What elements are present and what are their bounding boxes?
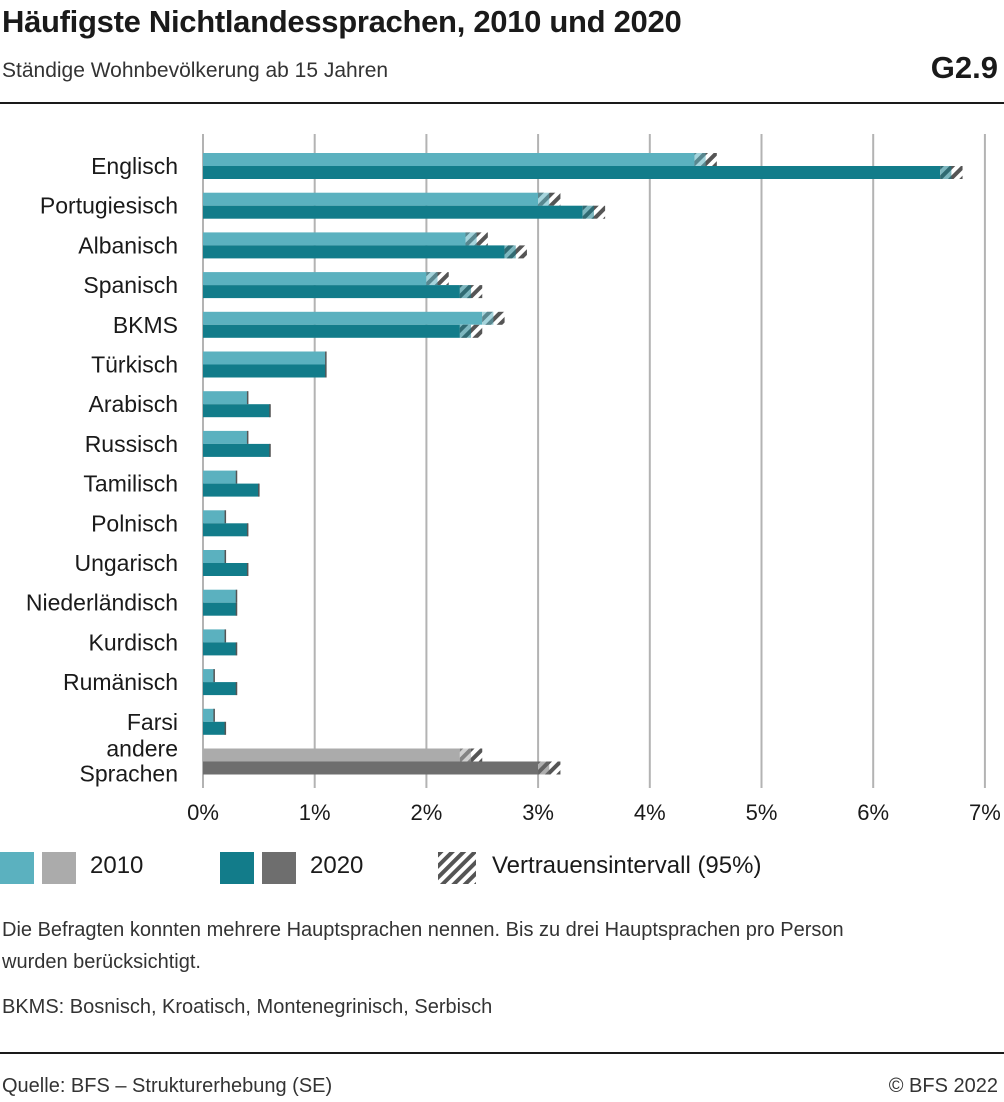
bar-2010 [203,430,248,444]
bar-2020 [203,245,505,259]
ci-lower-2010 [694,153,706,166]
ci-lower-2010 [538,192,550,206]
bar-2010 [203,153,695,166]
bar-2020 [203,285,460,299]
category-label: Kurdisch [89,629,178,655]
bar-2010 [203,589,237,603]
chart-title: Häufigste Nichtlandessprachen, 2010 und … [2,4,682,39]
bar-2020 [203,761,539,775]
ci-lower-2020 [504,245,516,259]
bar-2020 [203,642,237,656]
category-label: Farsi [127,709,178,735]
bar-2020 [203,563,248,576]
x-tick-label: 7% [969,800,1001,825]
category-label: Tamilisch [83,471,178,497]
bar-2010 [203,272,427,286]
bar-2020 [203,721,226,735]
figure-number: G2.9 [930,50,998,85]
bar-2010 [203,669,215,683]
category-label: Polnisch [91,510,178,536]
ci-lower-2010 [465,232,477,246]
category-label: andere Sprachen [80,736,178,787]
copyright-text: © BFS 2022 [888,1075,998,1097]
category-label: BKMS [113,312,178,338]
note-line-1: Die Befragten konnten mehrere Hauptsprac… [2,919,844,941]
bar-2020 [203,324,460,338]
ci-lower-2020 [459,324,472,338]
category-label: Portugiesisch [40,193,178,219]
ci-lower-2020 [459,285,472,299]
x-tick-label: 5% [746,800,778,825]
ci-lower-2010 [482,311,494,325]
category-label: Spanisch [83,272,178,298]
x-tick-label: 2% [411,800,443,825]
bar-2010 [203,192,539,206]
bar-2010 [203,470,237,484]
bar-2010 [203,311,483,325]
category-label: Niederländisch [26,590,178,616]
x-tick-label: 6% [857,800,889,825]
bar-2010 [203,510,226,524]
bar-2010 [203,748,460,762]
legend-label-2020: 2020 [310,852,364,879]
bar-chart: Englisch Portugiesisch Albanisch Spanisch BK… [26,134,1001,825]
category-label: Englisch [91,153,178,179]
bar-2020 [203,404,271,418]
note-line-2: wurden berücksichtigt. [2,951,201,973]
category-label: Russisch [85,431,178,457]
legend-swatch-2020-teal [220,852,254,884]
legend-swatch-2010-teal [0,852,34,884]
x-tick-label: 4% [634,800,666,825]
bar-2010 [203,351,326,365]
bar-2010 [203,232,466,246]
legend-swatch-2010-grey [42,852,76,884]
ci-lower-2020 [538,761,550,775]
legend-label-ci: Vertrauensintervall (95%) [492,852,762,879]
category-label: Rumänisch [63,669,178,695]
bars [203,153,963,775]
ci-lower-2020 [940,166,952,179]
bar-2020 [203,602,237,616]
ci-lower-2010 [426,272,438,286]
bar-2020 [203,166,941,179]
bar-2020 [203,205,583,219]
bar-2020 [203,364,326,378]
ci-lower-2010 [459,748,472,762]
bar-2010 [203,629,226,643]
x-axis-ticks: 0% 1% 2% 3% 4% 5% 6% 7% [187,800,1001,825]
ci-lower-2020 [582,205,594,219]
legend-swatch-2020-grey [262,852,296,884]
bar-2010 [203,708,215,722]
footer-rule [0,1052,1004,1054]
x-tick-label: 0% [187,800,219,825]
bar-2010 [203,391,248,405]
bar-2020 [203,523,248,537]
gridlines [202,134,986,788]
category-label: Albanisch [78,232,178,258]
header-rule [0,102,1004,104]
source-text: Quelle: BFS – Strukturerhebung (SE) [2,1075,333,1097]
category-label: Ungarisch [74,550,178,576]
note-bkms: BKMS: Bosnisch, Kroatisch, Montenegrinis… [2,996,493,1018]
x-tick-label: 1% [299,800,331,825]
legend: 2010 2020 Vertrauensintervall (95%) [0,848,1004,888]
x-tick-label: 3% [522,800,554,825]
category-labels: Englisch Portugiesisch Albanisch Spanisch BK… [26,153,178,787]
legend-label-2010: 2010 [90,852,144,879]
category-label: Arabisch [89,391,178,417]
bar-2020 [203,443,271,457]
bar-2020 [203,682,237,696]
category-label: Türkisch [91,352,178,378]
legend-swatch-ci [438,852,476,884]
bar-2020 [203,483,259,497]
chart-subtitle: Ständige Wohnbevölkerung ab 15 Jahren [2,59,389,82]
bar-2010 [203,550,226,563]
